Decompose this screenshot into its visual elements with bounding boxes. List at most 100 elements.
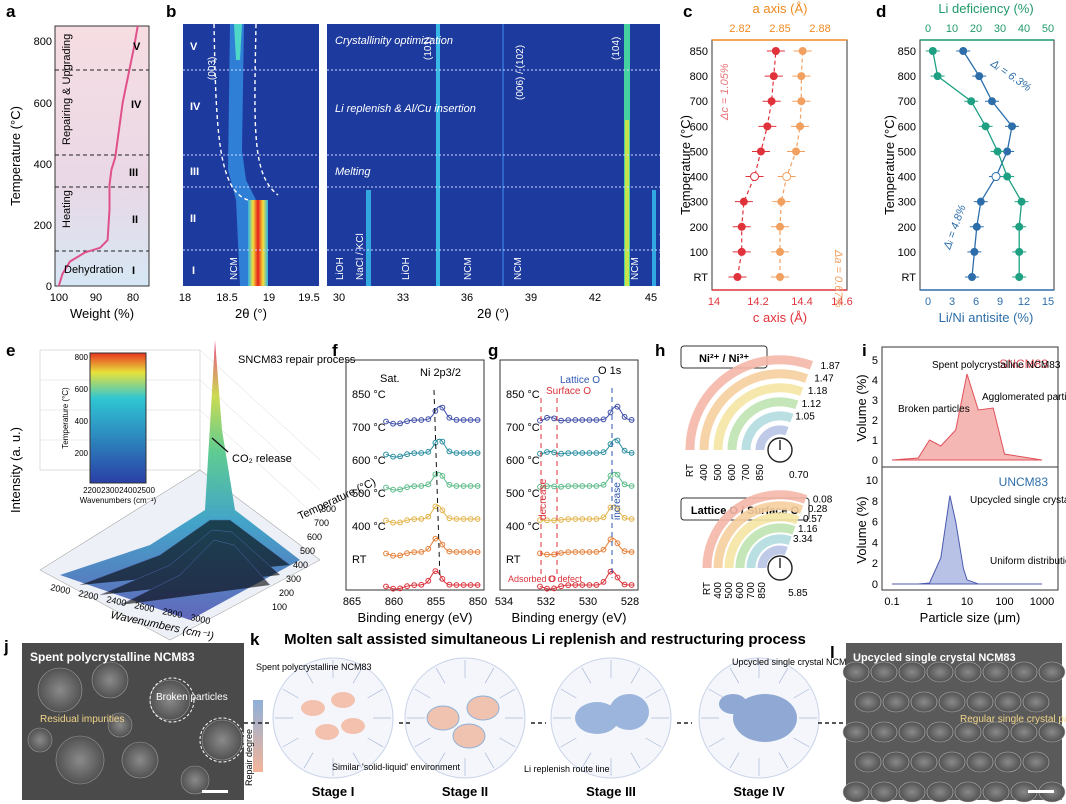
panel-f-point [397,453,404,460]
panel-l-particle [938,751,966,773]
panel-d-top-tick: 40 [1018,23,1030,35]
panel-b-peak-104-core [625,120,629,286]
panel-b-peak-salt-1 [366,190,371,286]
panel-l-particle [1022,751,1050,773]
panel-c-top-tick-2: 2.85 [769,23,790,35]
panel-a: a Dehydration Heating Repairing & Upgrad… [6,2,150,321]
panel-j-particle [149,679,191,721]
panel-g-point [544,449,550,455]
panel-f-point [383,517,389,524]
panel-e-xtick: 2600 [134,600,156,614]
panel-f-point [432,471,439,478]
panel-l-particle [994,691,1022,713]
panel-l-particle [926,781,954,803]
panel-k-route-line [352,752,363,769]
panel-c-a-axis-point [776,273,784,281]
panel-g-point [621,548,628,555]
panel-l-particle [926,661,954,683]
panel-g-xtick: 530 [579,596,597,608]
panel-k-route-line [282,688,299,699]
panel-k-particle [466,695,500,721]
panel-b-peak-label-003: (003) [207,57,218,80]
panel-k-stage-label: Stage IV [733,784,785,799]
panel-a-plot-area [54,25,150,287]
panel-g-point [614,471,621,478]
panel-j-scalebar [202,790,228,793]
panel-b-phase-ncm-2: NCM [513,257,524,280]
panel-l-particle [994,751,1022,773]
panel-g-temp-label: 600 °C [506,455,540,467]
panel-b-stage-3: III [190,166,199,178]
panel-f-temp-label: 700 °C [352,422,386,434]
panel-c-bottom-tick-3: 14.4 [791,296,812,308]
panel-l-particle [1022,691,1050,713]
panel-f-point [383,484,389,491]
panel-d-antisite-line [962,50,1013,278]
panel-g-fit-line [539,537,634,556]
panel-e-inset-ytick-600: 600 [75,385,89,394]
panel-e-ztick: 500 [300,546,315,556]
panel-i: i SNCM83 UNCM83 Spent polycrystalline NC… [854,341,1066,625]
panel-l-particle [926,721,954,743]
panel-e-inset-xtick-2200: 2200 [83,486,101,495]
panel-b-peak-101 [436,24,440,286]
panel-i-ticks: 0 1 2 3 4 5 0 2 4 6 8 10 0.1 1 10 100 1000 [866,355,1054,608]
panel-b-xlabel-right: 2θ (°) [477,306,509,321]
panel-i-bottom-ytick: 2 [872,558,878,570]
panel-f-point [397,420,404,427]
panel-f-point [404,484,411,491]
panel-d-antisite-point [988,97,996,106]
panel-k-route-line [645,737,662,748]
panel-i-bottom-title: UNCM83 [999,475,1049,489]
panel-f-temp-label: 500 °C [352,488,386,500]
panel-h-o-ring [702,490,808,569]
panel-f-point [425,513,432,520]
panel-k-repair-bar [253,700,263,772]
panel-d-antisite-point [991,172,1001,182]
panel-c-bottom-axis-title: c axis (Å) [753,310,807,325]
panel-k-route-line [414,737,431,748]
panel-g-point [614,437,621,444]
panel-k-route-line [367,737,384,748]
panel-k-route-line [484,752,495,769]
panel-k-particle [609,694,649,730]
panel-j-particles [27,661,243,795]
panel-l-particle [954,661,982,683]
panel-i-top-ytick: 1 [872,435,878,447]
panel-d-top-axis-title: Li deficiency (%) [938,1,1033,16]
panel-k-route-line [708,737,725,748]
panel-g-xtick: 532 [537,596,555,608]
panel-d-antisite-point [972,222,981,231]
panel-h-o-value: 1.16 [798,524,818,535]
panel-e-surface-lines [79,519,291,606]
panel-g-point [551,415,557,422]
panel-f-point [439,541,446,548]
panel-c-c-axis-point [739,197,748,206]
panel-g-surface: Surface O [546,386,591,397]
panel-h-o-value: 0.28 [808,504,828,515]
panel-g-curves: 850 °C 700 °C 600 °C 500 °C 400 °C RT [506,389,635,592]
panel-h-ni-value: 0.70 [789,470,809,481]
panel-k-route-line [729,752,740,769]
panel-k-stages: Stage I Stage II Stage III Stage IV [272,657,820,799]
panel-a-region-dehydration: Dehydration [64,264,123,276]
panel-j-residual: Residual impurities [40,714,124,725]
panel-g-temp-label: 400 °C [506,521,540,533]
panel-e-inset-ytick-200: 200 [75,449,89,458]
panel-l-particle [910,751,938,773]
panel-j-highlight-2 [199,717,245,763]
panel-f-point [425,545,432,552]
panel-c-top-axis-title: a axis (Å) [753,1,808,16]
panel-g-point [600,449,607,456]
panel-k-particle [719,694,747,714]
panel-f-point [383,418,389,425]
panel-c-delta-a: Δa = 0.67% [832,249,844,307]
panel-c-ytick-400: 400 [690,172,708,184]
panel-j-broken: Broken particles [156,692,228,703]
panel-l-particle [870,661,898,683]
panel-a-stage-1: I [132,265,135,277]
panel-i-bottom-ytick: 4 [872,537,878,549]
panel-c-ytick-600: 600 [690,121,708,133]
panel-a-xtick-80: 80 [127,292,139,304]
panel-k-route-line [435,667,446,684]
